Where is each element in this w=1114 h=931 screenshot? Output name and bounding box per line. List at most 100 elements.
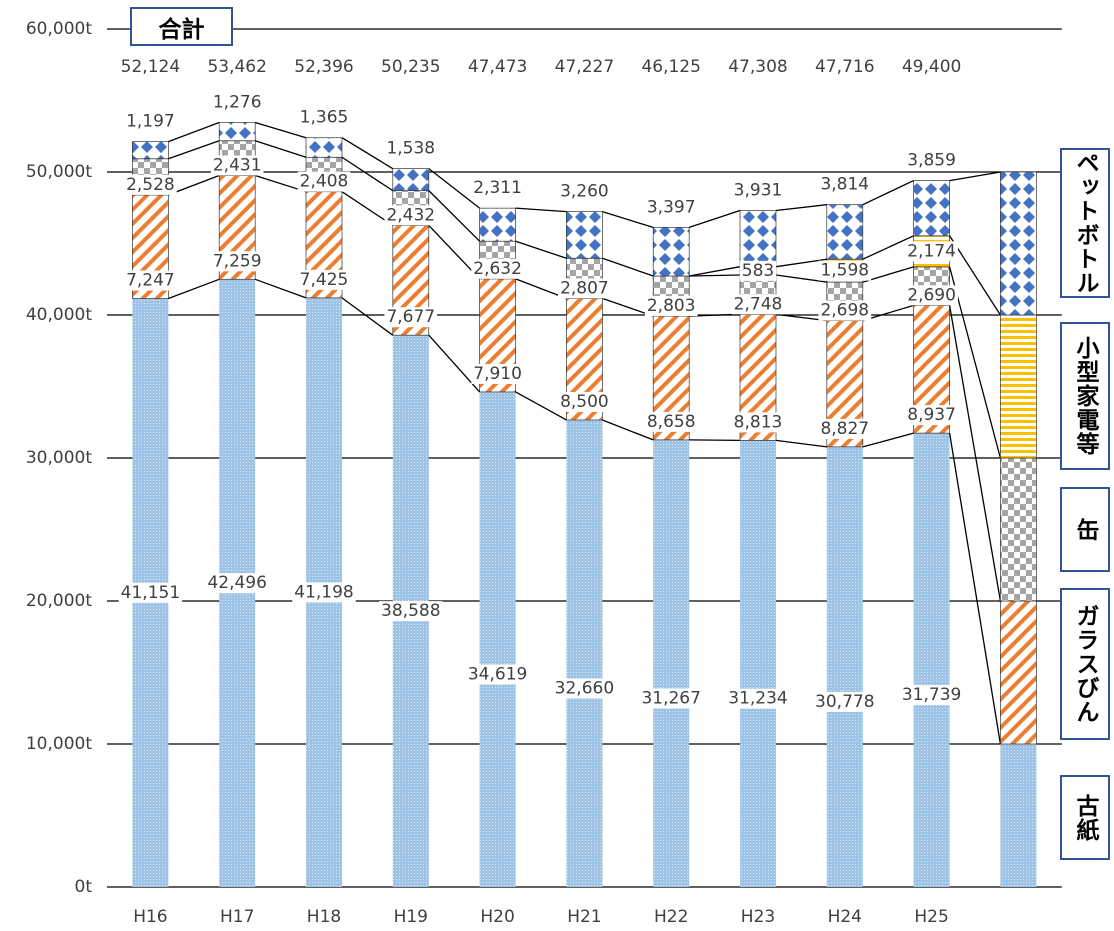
label-bg bbox=[384, 307, 438, 328]
label-bg bbox=[905, 241, 958, 262]
x-tick-label: H23 bbox=[741, 907, 775, 927]
label-bg bbox=[558, 181, 611, 202]
label-bg bbox=[552, 678, 617, 699]
label-bg bbox=[731, 180, 785, 201]
connector bbox=[689, 274, 741, 277]
label-bg bbox=[726, 688, 790, 709]
value-label: 2,632 bbox=[473, 259, 522, 279]
value-label: 7,247 bbox=[126, 271, 175, 291]
value-label: 42,496 bbox=[207, 573, 266, 593]
value-label: 2,408 bbox=[300, 172, 349, 192]
connector bbox=[862, 266, 914, 283]
label-bg bbox=[210, 251, 264, 272]
y-tick-label: 20,000t bbox=[26, 591, 92, 611]
connector bbox=[428, 334, 481, 393]
value-label: 8,500 bbox=[560, 392, 609, 412]
x-tick-label: H19 bbox=[394, 907, 428, 927]
label-bg bbox=[818, 260, 872, 281]
x-tick-label: H17 bbox=[220, 907, 254, 927]
connector bbox=[515, 391, 567, 421]
y-tick-label: 50,000t bbox=[26, 162, 92, 182]
label-bg bbox=[297, 171, 351, 192]
leader-line bbox=[949, 235, 1001, 316]
value-label: 7,677 bbox=[386, 307, 435, 327]
value-label: 8,813 bbox=[734, 412, 783, 432]
connector bbox=[341, 191, 394, 226]
legend-swatch bbox=[1000, 171, 1037, 316]
value-label: 3,814 bbox=[820, 175, 869, 195]
total-label: 47,716 bbox=[815, 57, 874, 77]
label-bg bbox=[379, 601, 443, 622]
label-bg bbox=[471, 258, 524, 279]
connector bbox=[428, 168, 480, 209]
legend-swatch bbox=[1000, 457, 1037, 602]
value-label: 583 bbox=[742, 261, 774, 281]
legend-swatch bbox=[1000, 314, 1037, 459]
connector bbox=[168, 278, 220, 300]
label-bg bbox=[639, 688, 703, 709]
x-tick-label: H24 bbox=[828, 907, 862, 927]
bar-segment bbox=[913, 180, 950, 237]
x-tick-label: H21 bbox=[567, 907, 601, 927]
y-tick-label: 0t bbox=[75, 877, 93, 897]
value-label: 41,198 bbox=[294, 582, 353, 602]
label-bg bbox=[210, 92, 264, 113]
value-label: 41,151 bbox=[121, 583, 180, 603]
connector bbox=[255, 121, 307, 139]
label-bg bbox=[297, 107, 351, 128]
value-label: 31,739 bbox=[902, 685, 961, 705]
value-label: 2,174 bbox=[907, 241, 956, 261]
value-label: 1,598 bbox=[820, 261, 869, 281]
connector bbox=[515, 240, 567, 259]
x-tick-label: H16 bbox=[133, 907, 167, 927]
connector bbox=[602, 257, 654, 277]
value-label: 7,425 bbox=[300, 270, 349, 290]
bar-segment bbox=[479, 207, 516, 242]
connector bbox=[775, 439, 827, 448]
connector bbox=[254, 278, 307, 299]
value-label: 3,397 bbox=[647, 197, 696, 217]
leader-line bbox=[948, 305, 1002, 602]
bar-segment bbox=[479, 391, 516, 887]
connector bbox=[602, 211, 654, 229]
label-bg bbox=[471, 363, 524, 384]
connector bbox=[602, 297, 654, 317]
connector bbox=[168, 140, 220, 160]
total-label: 合計 bbox=[130, 7, 233, 46]
value-label: 1,197 bbox=[126, 112, 175, 132]
x-tick-label: H25 bbox=[914, 907, 948, 927]
bar-segment bbox=[218, 122, 256, 142]
value-label: 8,827 bbox=[820, 419, 869, 439]
connector bbox=[775, 204, 827, 212]
connector bbox=[515, 278, 567, 300]
label-bg bbox=[905, 405, 958, 426]
label-bg bbox=[471, 178, 524, 199]
legend-entry: 缶 bbox=[1060, 487, 1110, 572]
label-bg bbox=[118, 582, 183, 603]
label-bg bbox=[731, 294, 785, 315]
bar-segment bbox=[652, 227, 690, 277]
label-bg bbox=[384, 138, 438, 159]
value-label: 7,910 bbox=[473, 364, 522, 384]
value-label: 3,931 bbox=[734, 180, 783, 200]
label-bg bbox=[644, 197, 698, 218]
x-tick-label: H20 bbox=[480, 907, 514, 927]
x-tick-label: H18 bbox=[307, 907, 341, 927]
label-bg bbox=[905, 150, 958, 171]
connector bbox=[341, 297, 394, 336]
total-label: 47,227 bbox=[555, 57, 614, 77]
connector bbox=[862, 235, 914, 260]
connector bbox=[689, 313, 741, 317]
value-label: 1,276 bbox=[213, 92, 262, 112]
label-bg bbox=[558, 391, 611, 412]
label-bg bbox=[818, 418, 872, 439]
connector bbox=[428, 224, 481, 280]
bar-segment bbox=[913, 433, 950, 887]
value-label: 1,538 bbox=[386, 139, 435, 159]
connector bbox=[775, 258, 827, 268]
legend-swatch bbox=[1000, 744, 1037, 887]
total-label: 47,308 bbox=[728, 57, 787, 77]
connector bbox=[168, 121, 220, 143]
connector bbox=[428, 190, 481, 242]
